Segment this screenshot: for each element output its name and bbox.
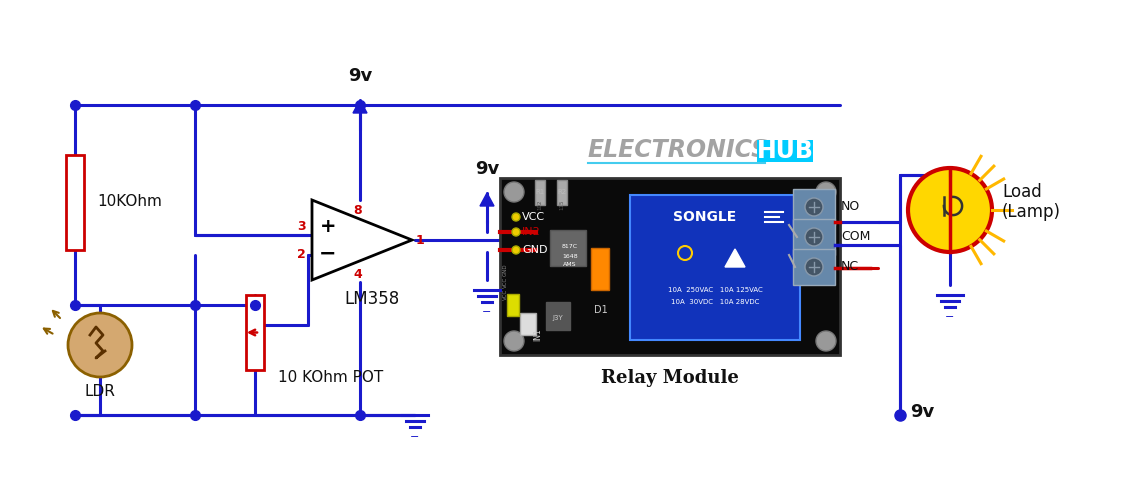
Text: J3Y: J3Y [553, 315, 563, 321]
Bar [66, 155, 84, 250]
Bar [556, 180, 567, 205]
Polygon shape [312, 200, 412, 280]
Text: R2: R2 [558, 189, 567, 195]
Text: ELECTRONICS: ELECTRONICS [588, 138, 769, 162]
Text: Relay Module: Relay Module [601, 369, 739, 387]
Text: IN2: IN2 [523, 227, 541, 237]
Polygon shape [480, 193, 494, 206]
Text: 10 KOhm POT: 10 KOhm POT [278, 370, 383, 385]
Circle shape [805, 198, 823, 216]
Text: VCC: VCC [502, 288, 508, 300]
Bar [507, 294, 519, 316]
Circle shape [805, 228, 823, 246]
Text: 102: 102 [537, 200, 543, 210]
Bar [630, 195, 800, 340]
Bar [592, 248, 608, 290]
Text: 1: 1 [416, 234, 425, 246]
Text: Load
(Lamp): Load (Lamp) [1002, 182, 1061, 222]
Bar [247, 295, 264, 370]
Text: NC: NC [841, 260, 860, 274]
Bar [793, 219, 835, 255]
Text: 4: 4 [354, 268, 362, 281]
Bar [793, 189, 835, 225]
Text: 9v: 9v [910, 403, 934, 421]
Text: R1: R1 [535, 189, 545, 195]
Text: −: − [319, 244, 337, 264]
Circle shape [504, 331, 524, 351]
Text: 1648: 1648 [562, 254, 578, 258]
Text: D1: D1 [594, 305, 607, 315]
Text: NO: NO [841, 200, 861, 213]
Text: 3: 3 [297, 220, 307, 232]
Circle shape [805, 258, 823, 276]
Bar [535, 180, 545, 205]
Text: +: + [320, 216, 336, 236]
Text: 9v: 9v [348, 67, 372, 85]
Text: 2: 2 [297, 248, 307, 260]
Text: LDR: LDR [85, 384, 115, 399]
Polygon shape [353, 100, 366, 113]
Bar [793, 249, 835, 285]
Text: LM358: LM358 [344, 290, 399, 308]
Text: VCC: VCC [502, 276, 508, 287]
Text: 115: 115 [560, 200, 564, 210]
Text: 817C: 817C [562, 244, 578, 248]
Text: GND: GND [523, 245, 547, 255]
Text: −: − [411, 432, 420, 442]
Circle shape [512, 246, 520, 254]
Circle shape [512, 213, 520, 221]
Text: 9v: 9v [475, 160, 499, 178]
Text: 10A  30VDC   10A 28VDC: 10A 30VDC 10A 28VDC [671, 299, 759, 305]
Bar [550, 230, 586, 266]
Bar [546, 302, 570, 330]
Bar [757, 140, 813, 162]
Text: 8: 8 [354, 204, 362, 216]
Text: 10A  250VAC   10A 125VAC: 10A 250VAC 10A 125VAC [667, 287, 762, 293]
Text: −: − [482, 307, 492, 317]
Text: COM: COM [841, 230, 871, 243]
Text: IN1: IN1 [534, 328, 543, 342]
Circle shape [815, 182, 836, 202]
Text: SONGLE: SONGLE [673, 210, 736, 224]
Circle shape [504, 182, 524, 202]
Circle shape [512, 228, 520, 236]
Text: GND: GND [502, 264, 508, 276]
Text: AMS: AMS [563, 262, 577, 266]
Circle shape [908, 168, 992, 252]
Text: −: − [946, 312, 955, 322]
Polygon shape [725, 249, 745, 267]
Bar [520, 313, 536, 335]
Text: 10KOhm: 10KOhm [97, 194, 162, 210]
Circle shape [815, 331, 836, 351]
Text: VCC: VCC [523, 212, 545, 222]
Circle shape [68, 313, 132, 377]
Text: HUB: HUB [757, 139, 813, 163]
Bar [500, 178, 840, 355]
